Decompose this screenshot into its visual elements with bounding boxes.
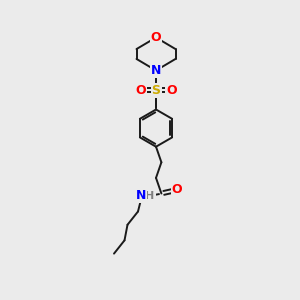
Text: O: O (166, 83, 177, 97)
Text: H: H (146, 191, 154, 201)
Text: O: O (135, 83, 146, 97)
Text: N: N (136, 189, 146, 203)
Text: O: O (151, 31, 161, 44)
Text: N: N (151, 64, 161, 77)
Text: S: S (152, 83, 160, 97)
Text: O: O (172, 183, 182, 196)
